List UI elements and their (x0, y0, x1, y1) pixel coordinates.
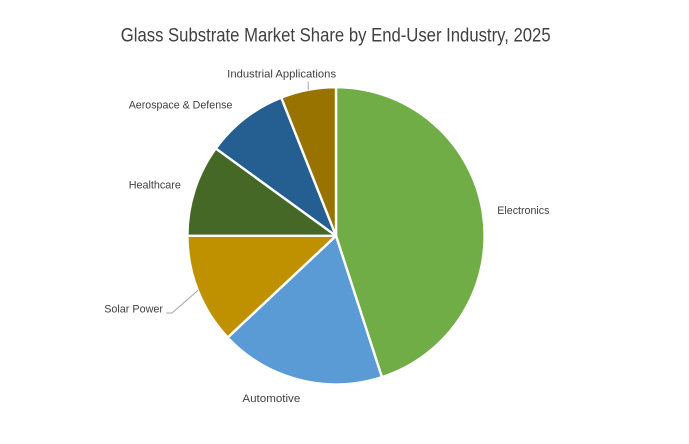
svg-text:Electronics: Electronics (497, 205, 550, 217)
svg-text:Solar Power: Solar Power (104, 304, 163, 316)
svg-text:Automotive: Automotive (242, 393, 300, 405)
svg-text:Healthcare: Healthcare (129, 180, 181, 192)
svg-text:Aerospace & Defense: Aerospace & Defense (129, 99, 233, 111)
svg-text:Glass Substrate Market Share b: Glass Substrate Market Share by End-User… (121, 25, 551, 46)
svg-text:Industrial Applications: Industrial Applications (227, 69, 336, 81)
